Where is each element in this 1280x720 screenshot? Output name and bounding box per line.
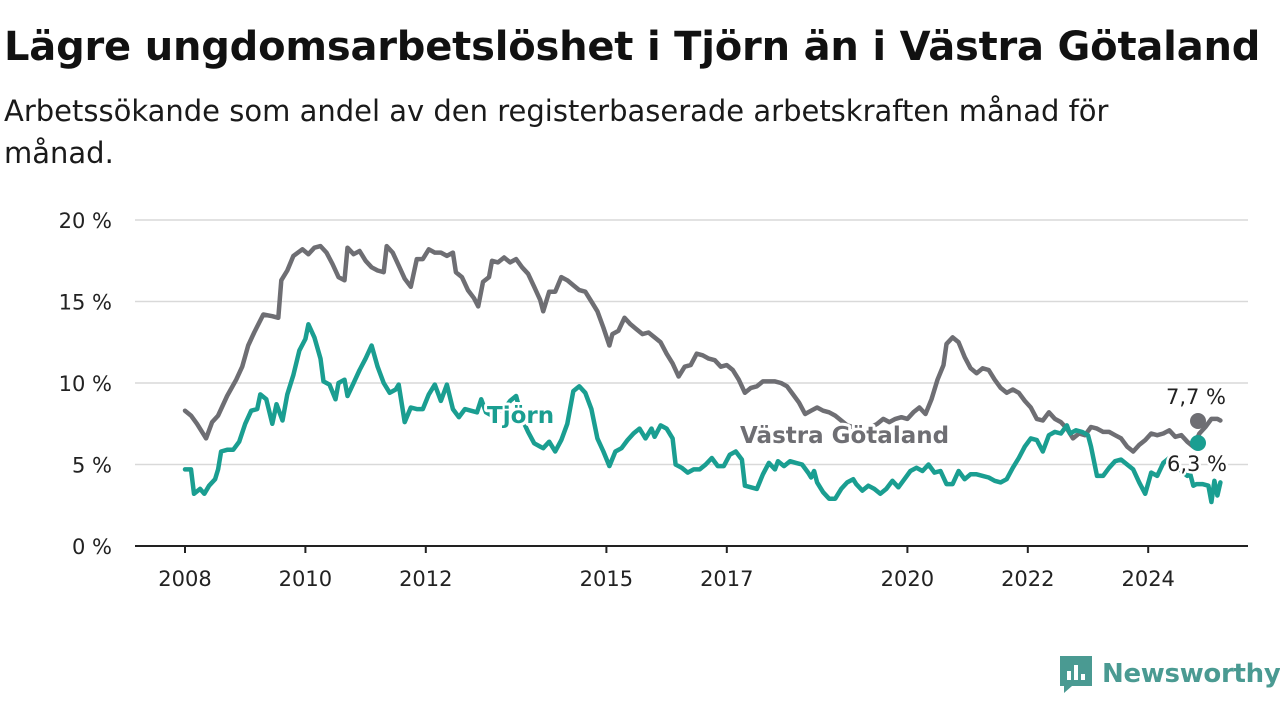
newsworthy-logo-icon <box>1060 656 1092 693</box>
x-tick-label: 2024 <box>1121 567 1174 591</box>
x-tick-label: 2010 <box>279 567 332 591</box>
series-label-vastra-gotaland: Västra Götaland <box>740 423 949 449</box>
brand-name: Newsworthy <box>1102 659 1280 689</box>
series-lines <box>182 243 1223 505</box>
x-tick-label: 2017 <box>700 567 753 591</box>
page-title: Lägre ungdomsarbetslöshet i Tjörn än i V… <box>4 24 1261 70</box>
y-tick-label: 0 % <box>72 535 112 559</box>
end-label-vastra-gotaland: 7,7 % <box>1166 385 1226 409</box>
end-point-vastra-gotaland <box>1190 413 1206 429</box>
x-tick-label: 2008 <box>158 567 211 591</box>
y-tick-label: 5 % <box>72 454 112 478</box>
x-tick-label: 2022 <box>1001 567 1054 591</box>
x-tick-label: 2020 <box>881 567 934 591</box>
end-point-tjorn <box>1190 435 1206 451</box>
end-label-tjorn: 6,3 % <box>1167 452 1227 476</box>
series-label-tjorn: Tjörn <box>487 403 554 429</box>
series-line-vastra-gotaland <box>182 243 1223 454</box>
axes: 0 % 5 % 10 % 15 % 20 % 2008 2010 2012 2015 2017 20… <box>59 209 1248 591</box>
grid-lines <box>135 219 1248 466</box>
page-subtitle: Arbetssökande som andel av den registerb… <box>4 94 1109 170</box>
x-tick-label: 2015 <box>580 567 633 591</box>
series-line-tjorn <box>182 322 1223 505</box>
y-tick-label: 15 % <box>59 291 112 315</box>
series-labels: Västra Götaland Tjörn 7,7 % 6,3 % <box>484 383 1230 479</box>
y-tick-label: 10 % <box>59 372 112 396</box>
x-tick-label: 2012 <box>399 567 452 591</box>
brand-logo: Newsworthy <box>1058 654 1280 694</box>
y-tick-label: 20 % <box>59 209 112 233</box>
